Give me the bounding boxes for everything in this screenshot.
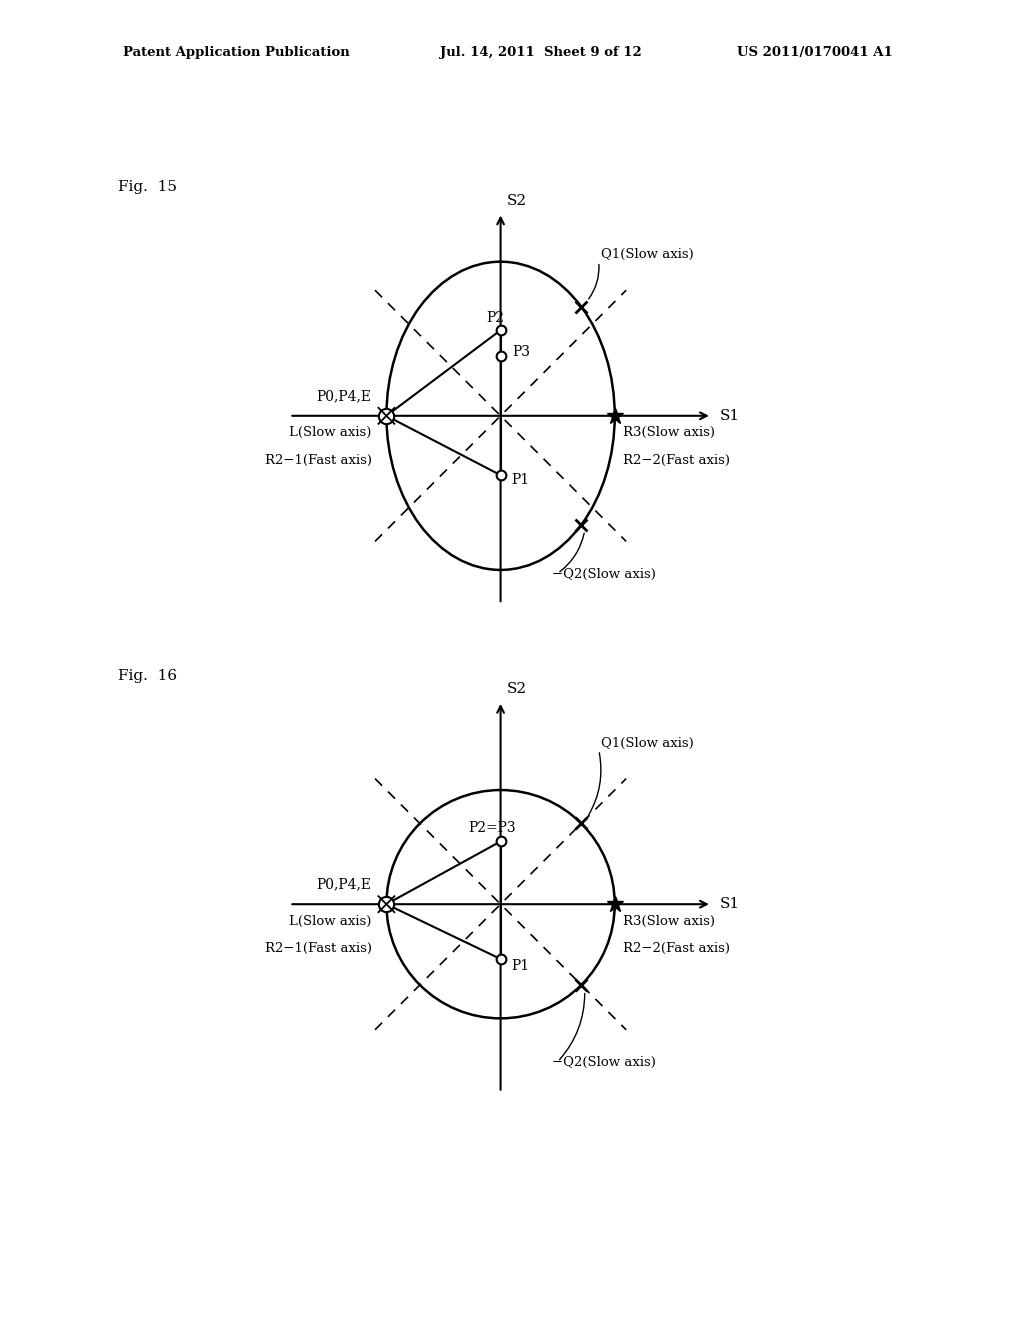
Text: US 2011/0170041 A1: US 2011/0170041 A1 xyxy=(737,46,893,59)
Text: R2−2(Fast axis): R2−2(Fast axis) xyxy=(623,942,730,956)
Text: P3: P3 xyxy=(512,346,530,359)
Text: R2−2(Fast axis): R2−2(Fast axis) xyxy=(623,454,730,467)
Text: P2=P3: P2=P3 xyxy=(469,821,516,836)
Text: S2: S2 xyxy=(506,194,526,209)
Text: Fig.  16: Fig. 16 xyxy=(118,669,177,682)
Text: Fig.  15: Fig. 15 xyxy=(118,181,177,194)
Text: R3(Slow axis): R3(Slow axis) xyxy=(623,426,715,440)
Text: P0,P4,E: P0,P4,E xyxy=(316,878,372,891)
Text: P1: P1 xyxy=(511,474,529,487)
Text: −Q2(Slow axis): −Q2(Slow axis) xyxy=(552,568,655,581)
Text: −Q2(Slow axis): −Q2(Slow axis) xyxy=(552,1056,655,1069)
Text: R2−1(Fast axis): R2−1(Fast axis) xyxy=(264,454,372,467)
Text: R2−1(Fast axis): R2−1(Fast axis) xyxy=(264,942,372,956)
Text: Patent Application Publication: Patent Application Publication xyxy=(123,46,349,59)
Text: L(Slow axis): L(Slow axis) xyxy=(289,915,372,928)
Text: S1: S1 xyxy=(720,898,740,911)
Text: Q1(Slow axis): Q1(Slow axis) xyxy=(601,248,694,261)
Text: S1: S1 xyxy=(720,409,740,422)
Text: R3(Slow axis): R3(Slow axis) xyxy=(623,915,715,928)
Text: P2: P2 xyxy=(485,312,504,325)
Text: P0,P4,E: P0,P4,E xyxy=(316,389,372,403)
Text: Q1(Slow axis): Q1(Slow axis) xyxy=(601,737,694,750)
Text: Jul. 14, 2011  Sheet 9 of 12: Jul. 14, 2011 Sheet 9 of 12 xyxy=(440,46,642,59)
Text: S2: S2 xyxy=(506,682,526,697)
Text: P1: P1 xyxy=(511,960,529,973)
Text: L(Slow axis): L(Slow axis) xyxy=(289,426,372,440)
